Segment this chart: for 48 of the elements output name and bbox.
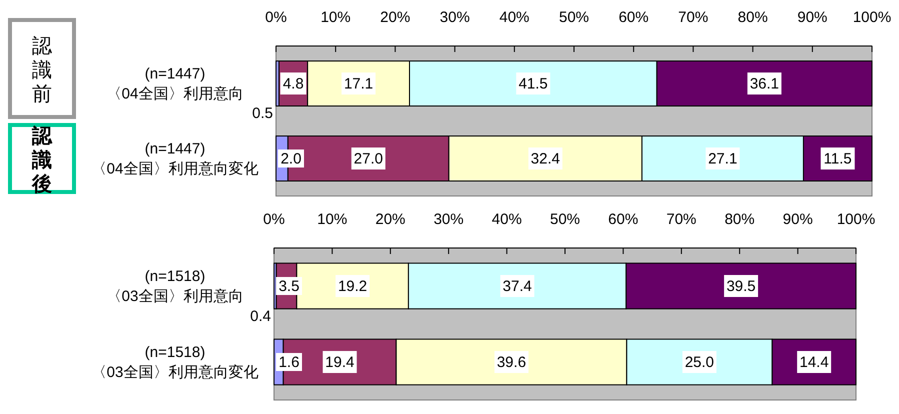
x-tick-label: 40% bbox=[499, 9, 530, 26]
y-tick-label: (n=1447) 〈04全国〉利用意向変化 bbox=[92, 140, 258, 178]
data-label: 11.5 bbox=[824, 150, 852, 168]
x-tick-label: 30% bbox=[440, 9, 470, 26]
x-tick-label: 80% bbox=[738, 9, 768, 26]
x-tick-label: 50% bbox=[558, 9, 590, 26]
y-tick-label: (n=1518) 〈03全国〉利用意向 bbox=[106, 268, 244, 305]
x-tick-label: 10% bbox=[317, 211, 348, 228]
data-label: 36.1 bbox=[750, 76, 780, 92]
x-tick-label: 0% bbox=[263, 211, 285, 228]
x-tick-label: 20% bbox=[375, 211, 406, 228]
data-label: 0.4 bbox=[250, 308, 271, 325]
data-label: 17.1 bbox=[344, 76, 374, 92]
y-tick-label: (n=1447) 〈04全国〉利用意向 bbox=[106, 66, 244, 102]
x-tick-label: 100% bbox=[836, 211, 876, 228]
x-tick-label: 50% bbox=[550, 211, 580, 228]
x-tick-label: 0% bbox=[265, 9, 287, 26]
data-label: 1.6 bbox=[278, 354, 300, 371]
data-label: 32.4 bbox=[530, 150, 560, 168]
data-label: 37.4 bbox=[502, 278, 532, 295]
data-label: 14.4 bbox=[799, 354, 829, 371]
data-label: 19.2 bbox=[338, 278, 368, 295]
x-tick-label: 70% bbox=[678, 9, 708, 26]
text: 認識前 bbox=[32, 36, 52, 106]
data-label: 27.1 bbox=[708, 150, 738, 168]
data-label: 3.5 bbox=[278, 278, 300, 295]
y-tick-label: (n=1518) 〈03全国〉利用意向変化 bbox=[92, 344, 258, 381]
x-tick-label: 90% bbox=[782, 211, 813, 228]
text: 認識後 bbox=[31, 124, 53, 196]
data-label: 41.5 bbox=[518, 76, 548, 92]
x-tick-label: 100% bbox=[852, 9, 892, 26]
x-tick-label: 70% bbox=[666, 211, 696, 228]
data-label: 4.8 bbox=[282, 76, 304, 92]
data-label: 25.0 bbox=[684, 354, 714, 371]
x-tick-label: 60% bbox=[608, 211, 638, 228]
x-tick-label: 90% bbox=[797, 9, 828, 26]
data-label: 39.6 bbox=[496, 354, 526, 371]
data-label: 0.5 bbox=[252, 105, 273, 122]
x-tick-label: 80% bbox=[724, 211, 755, 228]
x-tick-label: 60% bbox=[618, 9, 649, 26]
data-label: 39.5 bbox=[726, 278, 756, 295]
x-tick-label: 10% bbox=[320, 9, 351, 26]
x-tick-label: 40% bbox=[492, 211, 522, 228]
data-label: 2.0 bbox=[280, 150, 302, 168]
data-label: 19.4 bbox=[325, 354, 354, 371]
data-label: 27.0 bbox=[354, 150, 383, 168]
x-tick-label: 30% bbox=[434, 211, 464, 228]
x-tick-label: 20% bbox=[380, 9, 410, 26]
